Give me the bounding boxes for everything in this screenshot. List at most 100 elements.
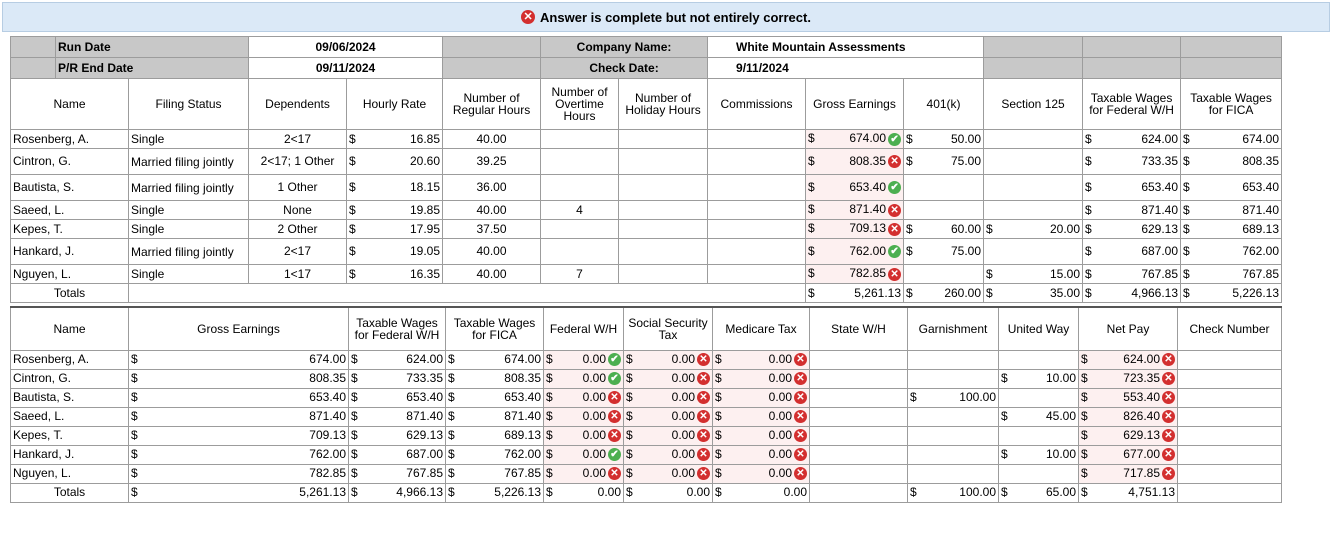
currency-symbol: $ [808,222,815,235]
holiday-hours [619,201,708,220]
employee-name: Kepes, T. [11,426,129,445]
amount-value: 689.13 [1242,223,1279,236]
gross-earnings-input[interactable]: $782.85 ✕ [806,265,904,284]
t2-header-row: Name Gross Earnings Taxable Wages for Fede… [11,307,1282,350]
federal-wh-input[interactable]: $0.00 ✕ [544,464,624,483]
amount-value: 35.00 [1050,287,1080,300]
check-number[interactable] [1178,426,1282,445]
amount-value: 717.85 ✕ [1123,467,1175,480]
col-header-4: Number of Regular Hours [443,79,541,130]
federal-wh-input[interactable]: $0.00 ✕ [544,426,624,445]
united-way [999,464,1079,483]
federal-wh-input[interactable]: $0.00 ✔ [544,369,624,388]
commissions [708,149,806,175]
currency-symbol: $ [351,391,358,404]
amount-value: 808.35 [504,372,541,385]
net-pay-input[interactable]: $723.35 ✕ [1079,369,1178,388]
company-name-value: White Mountain Assessments [708,37,984,58]
garnishment [908,350,999,369]
holiday-hours [619,149,708,175]
net-pay-input[interactable]: $717.85 ✕ [1079,464,1178,483]
error-icon: ✕ [794,467,807,480]
error-icon: ✕ [794,410,807,423]
t2-col-header-5: Social Security Tax [624,307,713,350]
check-number[interactable] [1178,407,1282,426]
col-header-12: Taxable Wages for FICA [1181,79,1282,130]
total-fica: $5,226.13 [446,483,544,502]
taxable-fica: $674.00 [446,350,544,369]
currency-symbol: $ [715,448,722,461]
gross-earnings-input[interactable]: $871.40 ✕ [806,201,904,220]
currency-symbol: $ [349,155,356,168]
social-security-input[interactable]: $0.00 ✕ [624,426,713,445]
section-125 [984,175,1083,201]
amount-value: 689.13 [504,429,541,442]
medicare-input[interactable]: $0.00 ✕ [713,388,810,407]
medicare-input[interactable]: $0.00 ✕ [713,445,810,464]
overtime-hours [541,175,619,201]
medicare-input[interactable]: $0.00 ✕ [713,464,810,483]
gross-earnings-input[interactable]: $808.35 ✕ [806,149,904,175]
check-number[interactable] [1178,445,1282,464]
filing-status: Married filing jointly [129,175,249,201]
amount-value: 871.40 [1242,204,1279,217]
social-security-input[interactable]: $0.00 ✕ [624,445,713,464]
filing-status: Married filing jointly [129,149,249,175]
error-icon: ✕ [697,353,710,366]
totals-row: Totals $5,261.13 $4,966.13 $5,226.13 $0.00 $0… [11,483,1282,502]
net-pay-input[interactable]: $629.13 ✕ [1079,426,1178,445]
total-medicare: $0.00 [713,483,810,502]
taxable-fed-wh: $687.00 [349,445,446,464]
medicare-input[interactable]: $0.00 ✕ [713,369,810,388]
social-security-input[interactable]: $0.00 ✕ [624,350,713,369]
check-number[interactable] [1178,388,1282,407]
check-date-label: Check Date: [541,58,708,79]
holiday-hours [619,220,708,239]
federal-wh-input[interactable]: $0.00 ✕ [544,407,624,426]
gross-earnings-input[interactable]: $653.40 ✔ [806,175,904,201]
check-number[interactable] [1178,369,1282,388]
amount-value: 629.13 ✕ [1123,429,1175,442]
check-icon: ✔ [888,245,901,258]
gross-earnings-input[interactable]: $674.00 ✔ [806,130,904,149]
garnishment: $100.00 [908,388,999,407]
amount-value: 19.85 [410,204,440,217]
amount-value: 16.85 [410,133,440,146]
social-security-input[interactable]: $0.00 ✕ [624,388,713,407]
error-icon: ✕ [1162,429,1175,442]
gross-earnings-input[interactable]: $762.00 ✔ [806,239,904,265]
net-pay-input[interactable]: $677.00 ✕ [1079,445,1178,464]
gross-earnings-input[interactable]: $709.13 ✕ [806,220,904,239]
social-security-input[interactable]: $0.00 ✕ [624,464,713,483]
check-number[interactable] [1178,350,1282,369]
dependents: 2<17 [249,239,347,265]
currency-symbol: $ [351,467,358,480]
amount-value: 20.60 [410,155,440,168]
federal-wh-input[interactable]: $0.00 ✔ [544,350,624,369]
net-pay-input[interactable]: $826.40 ✕ [1079,407,1178,426]
social-security-input[interactable]: $0.00 ✕ [624,369,713,388]
federal-wh-input[interactable]: $0.00 ✕ [544,388,624,407]
error-icon: ✕ [794,372,807,385]
total-401k: $260.00 [904,284,984,303]
medicare-input[interactable]: $0.00 ✕ [713,426,810,445]
net-pay-input[interactable]: $553.40 ✕ [1079,388,1178,407]
check-number[interactable] [1178,464,1282,483]
federal-wh-input[interactable]: $0.00 ✔ [544,445,624,464]
medicare-input[interactable]: $0.00 ✕ [713,350,810,369]
amount-value: 762.00 ✔ [849,245,901,258]
net-pay-input[interactable]: $624.00 ✕ [1079,350,1178,369]
amount-value: 808.35 [309,372,346,385]
amount-value: 808.35 [1242,155,1279,168]
filing-status: Single [129,130,249,149]
currency-symbol: $ [546,391,553,404]
currency-symbol: $ [351,429,358,442]
currency-symbol: $ [715,410,722,423]
social-security-input[interactable]: $0.00 ✕ [624,407,713,426]
holiday-hours [619,130,708,149]
medicare-input[interactable]: $0.00 ✕ [713,407,810,426]
currency-symbol: $ [715,353,722,366]
amount-value: 0.00 ✔ [583,372,621,385]
employee-name: Hankard, J. [11,445,129,464]
gross-earnings: $653.40 [129,388,349,407]
